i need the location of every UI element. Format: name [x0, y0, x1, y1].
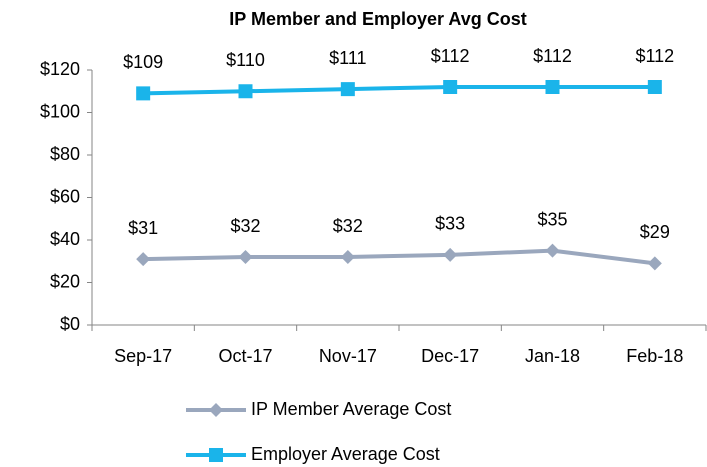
marker — [647, 256, 662, 271]
data-label: $32 — [333, 216, 363, 236]
data-label: $29 — [640, 222, 670, 242]
x-tick-label: Dec-17 — [421, 346, 479, 366]
data-label: $109 — [123, 52, 163, 72]
marker — [209, 403, 223, 417]
y-tick-label: $120 — [40, 59, 80, 79]
y-tick-label: $20 — [50, 271, 80, 291]
legend-label: Employer Average Cost — [251, 444, 440, 464]
marker — [545, 80, 560, 94]
marker — [443, 247, 458, 262]
y-tick-label: $80 — [50, 144, 80, 164]
data-label: $112 — [635, 46, 674, 66]
data-label: $112 — [431, 46, 470, 66]
marker — [136, 86, 151, 101]
data-label: $32 — [230, 216, 260, 236]
data-label: $111 — [329, 48, 366, 68]
x-tick-label: Jan-18 — [525, 346, 580, 366]
marker — [209, 448, 223, 462]
data-label: $31 — [128, 218, 158, 238]
y-tick-label: $100 — [40, 101, 80, 121]
marker — [340, 82, 355, 97]
data-label: $112 — [533, 46, 572, 66]
marker — [238, 84, 253, 99]
y-tick-label: $0 — [60, 314, 80, 334]
series-line — [143, 248, 656, 266]
x-tick-label: Feb-18 — [626, 346, 683, 366]
marker — [443, 80, 458, 94]
data-label: $33 — [435, 214, 465, 234]
marker — [136, 252, 151, 267]
x-tick-label: Sep-17 — [114, 346, 172, 366]
data-label: $35 — [537, 209, 567, 229]
legend-label: IP Member Average Cost — [251, 399, 451, 419]
x-tick-label: Nov-17 — [319, 346, 377, 366]
chart-title: IP Member and Employer Avg Cost — [229, 9, 526, 29]
marker — [238, 250, 253, 264]
series-line — [143, 85, 655, 96]
x-tick-label: Oct-17 — [218, 346, 272, 366]
y-tick-label: $40 — [50, 229, 80, 249]
data-label: $110 — [226, 50, 265, 70]
marker — [545, 243, 560, 258]
y-tick-label: $60 — [50, 186, 80, 206]
marker — [647, 80, 662, 94]
marker — [340, 250, 355, 264]
